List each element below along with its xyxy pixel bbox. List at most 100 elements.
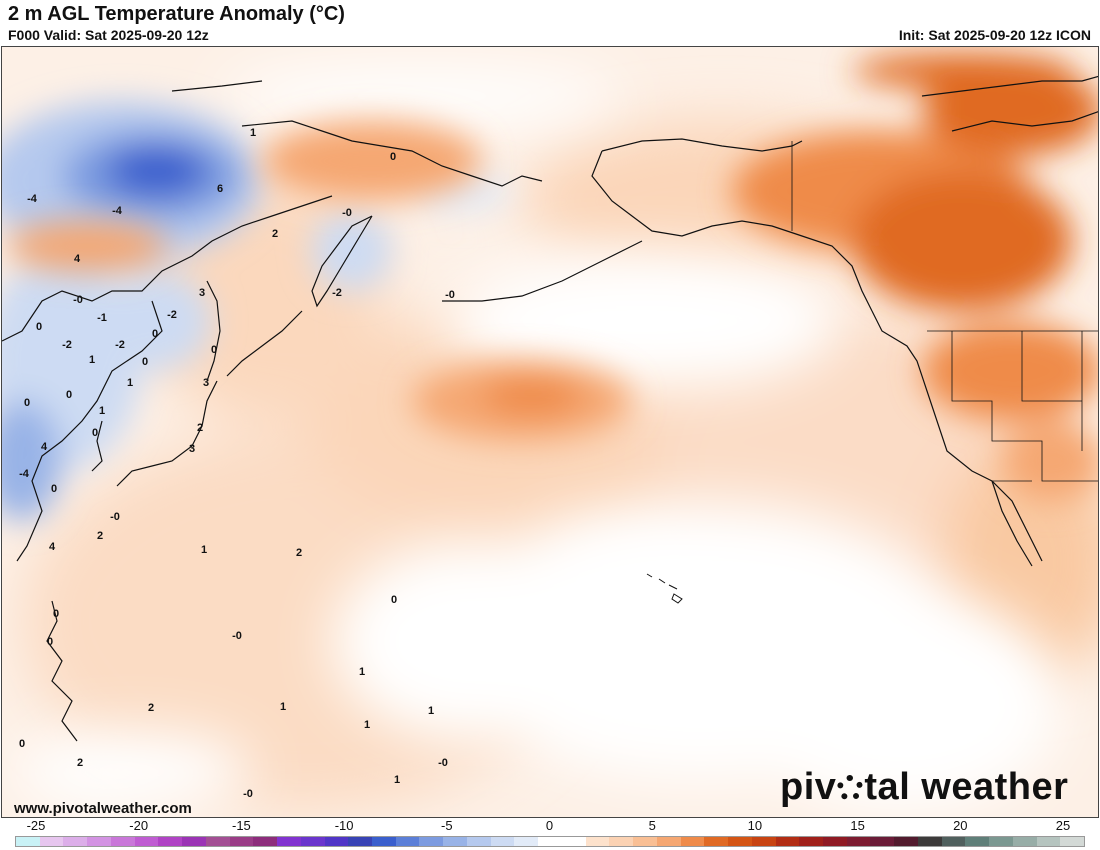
contour-label: -0 bbox=[232, 630, 242, 642]
colorbar-swatch bbox=[894, 837, 918, 846]
contour-label: -4 bbox=[112, 205, 123, 217]
contour-label: 6 bbox=[217, 183, 223, 195]
colorbar-swatch bbox=[775, 837, 800, 846]
colorbar-swatch bbox=[372, 837, 396, 846]
contour-label: 0 bbox=[51, 483, 57, 495]
colorbar-tick-label: 20 bbox=[953, 818, 968, 833]
colorbar-swatch bbox=[656, 837, 681, 846]
contour-label: 2 bbox=[97, 530, 103, 542]
colorbar-swatch bbox=[799, 837, 823, 846]
contour-label: 0 bbox=[142, 356, 148, 368]
colorbar-swatch bbox=[1060, 837, 1085, 846]
colorbar-tick-label: -20 bbox=[129, 818, 149, 833]
logo-text-right: tal weather bbox=[864, 766, 1069, 808]
contour-label: -4 bbox=[19, 468, 30, 480]
anomaly-map[interactable]: 1 0 6 -4 -4 -0 2 4 -0 -2 3 -0 -1 -2 0 0 -2 -2 0 1 0 1 3 0 0 1 2 0 3 4… bbox=[1, 46, 1099, 818]
colorbar-swatch bbox=[680, 837, 705, 846]
contour-label: 0 bbox=[152, 328, 158, 340]
contour-label: 0 bbox=[66, 389, 72, 401]
colorbar-swatch bbox=[134, 837, 159, 846]
contour-label: 1 bbox=[428, 705, 434, 717]
colorbar-tick-label: -10 bbox=[334, 818, 354, 833]
contour-label: 0 bbox=[19, 738, 25, 750]
colorbar-swatch bbox=[1036, 837, 1061, 846]
colorbar-swatch bbox=[917, 837, 942, 846]
map-title: 2 m AGL Temperature Anomaly (°C) bbox=[8, 3, 345, 25]
contour-label: 2 bbox=[197, 422, 203, 434]
colorbar-swatch bbox=[822, 837, 847, 846]
site-watermark[interactable]: www.pivotalweather.com bbox=[14, 800, 192, 817]
contour-label: 1 bbox=[364, 719, 370, 731]
colorbar-tick-label: -25 bbox=[26, 818, 46, 833]
colorbar-tick-label: 15 bbox=[850, 818, 865, 833]
contour-label: 2 bbox=[272, 228, 278, 240]
contour-label: -2 bbox=[115, 339, 125, 351]
contour-label: -0 bbox=[438, 757, 448, 769]
contour-label: 1 bbox=[359, 666, 365, 678]
contour-label: 1 bbox=[250, 127, 256, 139]
contour-label: -0 bbox=[342, 207, 352, 219]
map-header: 2 m AGL Temperature Anomaly (°C) F000 Va… bbox=[0, 0, 1100, 46]
contour-label: -2 bbox=[332, 287, 342, 299]
colorbar-swatch bbox=[751, 837, 776, 846]
contour-label: 1 bbox=[89, 354, 95, 366]
gear-icon bbox=[837, 775, 864, 801]
colorbar-tick-label: 0 bbox=[545, 818, 554, 833]
colorbar-swatch bbox=[63, 837, 88, 846]
valid-time: F000 Valid: Sat 2025-09-20 12z bbox=[8, 27, 209, 43]
contour-label: 1 bbox=[99, 405, 105, 417]
colorbar-swatch bbox=[300, 837, 325, 846]
contour-label: -2 bbox=[62, 339, 72, 351]
contour-label: -0 bbox=[445, 289, 455, 301]
colorbar-swatch bbox=[16, 837, 40, 846]
map-canvas: 106-4-4 -024-0-23-0-1 -200-2 -2 01 01 30012034… bbox=[2, 47, 1098, 817]
contour-label: 1 bbox=[127, 377, 133, 389]
contour-label: -4 bbox=[27, 193, 38, 205]
colorbar-swatch bbox=[39, 837, 64, 846]
contour-label: 1 bbox=[394, 774, 400, 786]
colorbar bbox=[15, 836, 1085, 847]
contour-label: -2 bbox=[167, 309, 177, 321]
colorbar-swatch bbox=[870, 837, 895, 846]
colorbar-swatch bbox=[846, 837, 871, 846]
contour-label: 0 bbox=[391, 594, 397, 606]
contour-label: 3 bbox=[203, 377, 209, 389]
contour-labels: 106-4-4 -024-0-23-0-1 -200-2 -2 01 01 30012034… bbox=[19, 127, 455, 800]
contour-label: 0 bbox=[211, 344, 217, 356]
contour-label: 1 bbox=[201, 544, 207, 556]
colorbar-tick-label: -15 bbox=[231, 818, 251, 833]
colorbar-ticks: -25 -20 -15 -10 -5 0 5 10 15 20 25 bbox=[0, 818, 1100, 834]
colorbar-swatch bbox=[514, 837, 539, 846]
contour-label: 0 bbox=[36, 321, 42, 333]
colorbar-swatch bbox=[229, 837, 254, 846]
colorbar-swatch bbox=[87, 837, 111, 846]
colorbar-swatch bbox=[253, 837, 278, 846]
colorbar-tick-label: 25 bbox=[1055, 818, 1071, 833]
contour-label: 4 bbox=[74, 253, 81, 265]
colorbar-swatch bbox=[965, 837, 990, 846]
colorbar-swatch bbox=[585, 837, 610, 846]
colorbar-swatch bbox=[419, 837, 444, 846]
init-time: Init: Sat 2025-09-20 12z ICON bbox=[898, 27, 1091, 43]
colorbar-swatch bbox=[941, 837, 966, 846]
pivotal-weather-logo: piv tal weather bbox=[780, 766, 1068, 809]
colorbar-swatch bbox=[182, 837, 206, 846]
colorbar-swatch bbox=[158, 837, 183, 846]
colorbar-swatch bbox=[609, 837, 634, 846]
colorbar-swatch bbox=[324, 837, 349, 846]
colorbar-tick-label: -5 bbox=[441, 818, 453, 833]
colorbar-swatch bbox=[490, 837, 515, 846]
colorbar-swatch bbox=[1012, 837, 1037, 846]
contour-label: 0 bbox=[24, 397, 30, 409]
contour-label: 0 bbox=[92, 427, 98, 439]
colorbar-swatch bbox=[443, 837, 467, 846]
colorbar-tick-label: 5 bbox=[648, 818, 656, 833]
contour-label: -0 bbox=[73, 294, 83, 306]
political-borders bbox=[791, 141, 1098, 482]
colorbar-swatch bbox=[466, 837, 491, 846]
contour-label: -0 bbox=[110, 511, 120, 523]
contour-label: -1 bbox=[97, 312, 107, 324]
contour-label: -0 bbox=[243, 788, 253, 800]
colorbar-swatch bbox=[989, 837, 1013, 846]
contour-label: 4 bbox=[49, 541, 56, 553]
